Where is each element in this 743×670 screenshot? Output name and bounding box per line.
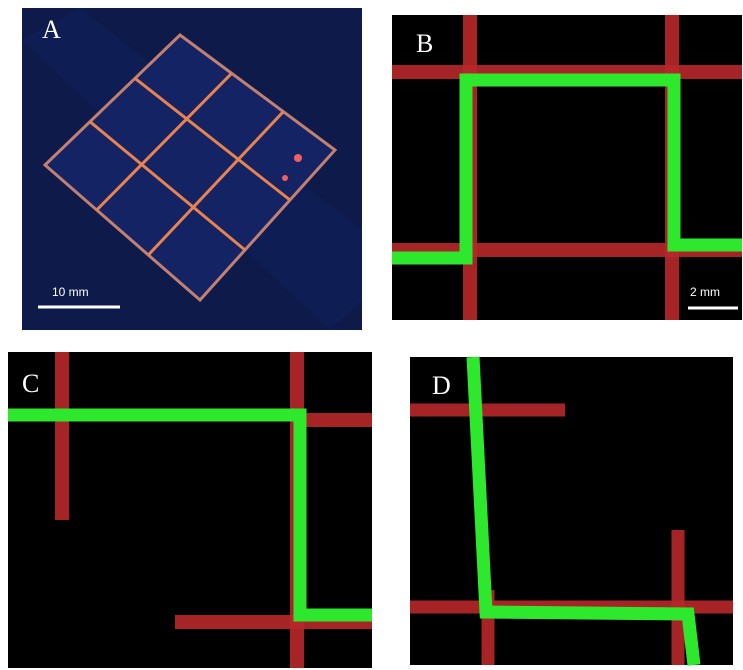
- panel-a: A 10 mm: [22, 8, 362, 330]
- scale-bar-label: 2 mm: [690, 285, 720, 299]
- panel-d: D: [410, 357, 733, 665]
- port: [294, 154, 302, 162]
- panel-label: B: [416, 29, 433, 58]
- figure: A 10 mm B 2 mm C D: [0, 0, 743, 670]
- port: [282, 175, 288, 181]
- panel-label: C: [22, 369, 39, 398]
- panel-b: B 2 mm: [392, 15, 742, 320]
- panel-label: D: [432, 371, 451, 400]
- panel-c: C: [8, 352, 372, 668]
- panel-b-background: [392, 15, 742, 320]
- scale-bar-label: 10 mm: [52, 285, 89, 299]
- page: A 10 mm B 2 mm C D (() => { const data =…: [0, 0, 743, 670]
- panel-label: A: [42, 15, 61, 44]
